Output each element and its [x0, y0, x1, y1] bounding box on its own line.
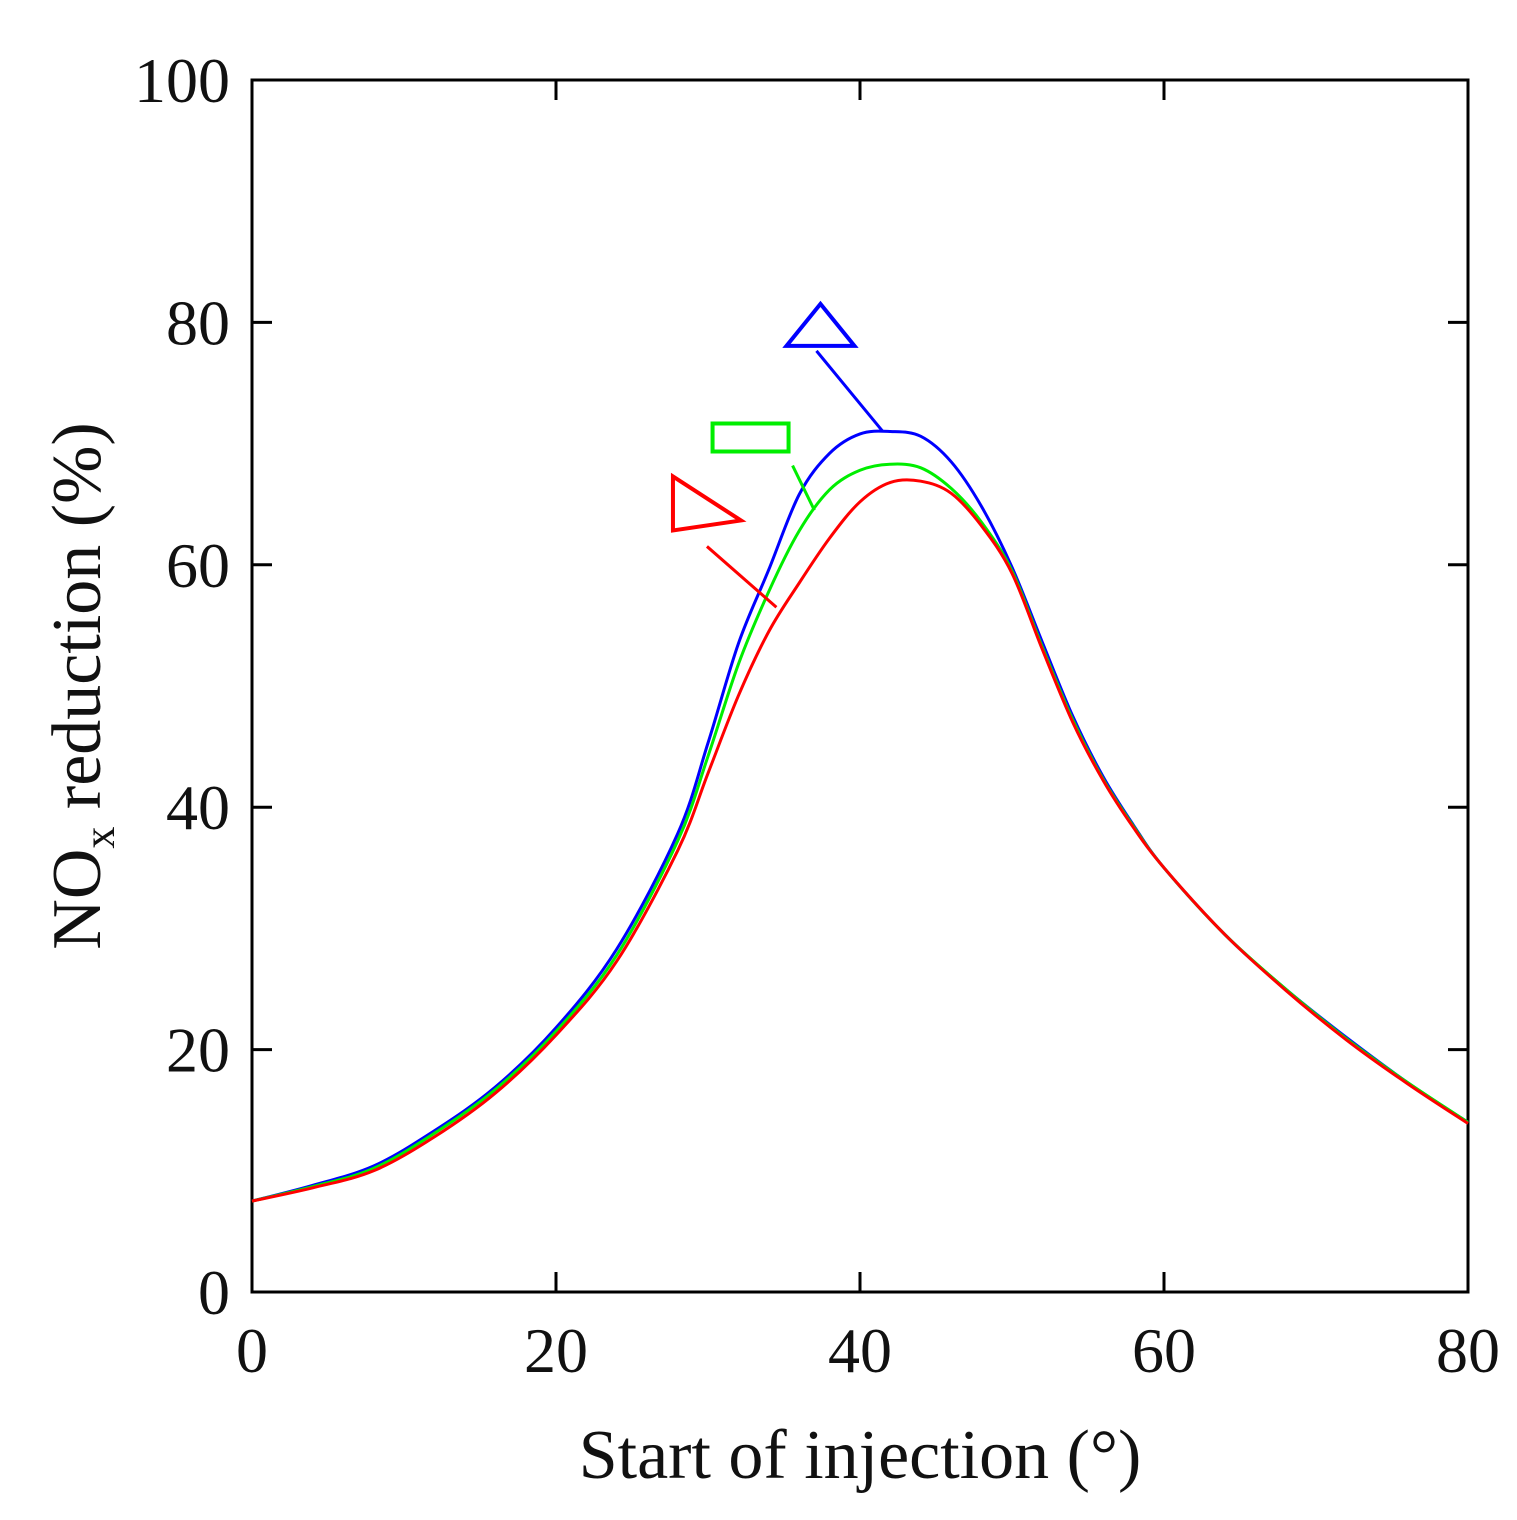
data-point-square-44 — [920, 467, 921, 468]
y-axis-label: NOx reduction (%) — [39, 422, 124, 949]
data-point-triangle-right-44 — [920, 481, 921, 482]
series-line-square — [251, 462, 1469, 1203]
y-tick-label-40: 40 — [166, 772, 230, 843]
data-point-square-30 — [708, 756, 709, 757]
plot-frame — [250, 78, 1470, 1294]
data-point-square-16 — [495, 1089, 496, 1090]
ticks-layer: 0 20 40 60 80 0 20 40 60 80 100 — [134, 45, 1500, 1386]
data-point-triangle-right-54 — [1072, 722, 1073, 723]
data-point-triangle-right-0 — [252, 1201, 253, 1202]
data-point-triangle-up-34 — [768, 569, 769, 570]
y-tick-label-60: 60 — [166, 530, 230, 601]
data-point-triangle-right-56 — [1103, 780, 1104, 781]
data-point-triangle-right-12 — [434, 1136, 435, 1137]
series-leader-triangle-right — [705, 545, 778, 609]
data-point-triangle-right-32 — [738, 695, 739, 696]
data-point-triangle-up-38 — [829, 453, 830, 454]
data-point-triangle-up-48 — [981, 506, 982, 507]
data-point-triangle-up-8 — [373, 1165, 374, 1166]
x-tick-label-40: 40 — [828, 1315, 892, 1386]
series-leader-square — [791, 464, 816, 511]
series-line-triangle-right — [251, 478, 1469, 1203]
data-point-triangle-right-76 — [1407, 1083, 1408, 1084]
data-point-triangle-right-30 — [708, 773, 709, 774]
data-point-triangle-right-72 — [1346, 1039, 1347, 1040]
data-point-square-32 — [738, 664, 739, 665]
data-point-triangle-right-60 — [1164, 867, 1165, 868]
data-point-triangle-right-48 — [981, 526, 982, 527]
data-point-square-42 — [890, 464, 891, 465]
data-point-triangle-up-32 — [738, 643, 739, 644]
data-point-square-40 — [860, 470, 861, 471]
data-point-triangle-up-46 — [951, 461, 952, 462]
data-point-square-28 — [677, 841, 678, 842]
y-tick-label-0: 0 — [198, 1257, 230, 1328]
y-axis-label-rest: reduction (%) — [39, 422, 116, 826]
data-point-triangle-right-42 — [890, 482, 891, 483]
data-point-triangle-right-40 — [860, 501, 861, 502]
data-point-square-24 — [616, 955, 617, 956]
series-line-triangle-up — [251, 429, 1469, 1203]
x-tick-label-80: 80 — [1436, 1315, 1500, 1386]
data-point-triangle-right-36 — [799, 582, 800, 583]
plot-frame-group — [250, 78, 1470, 1294]
data-point-triangle-right-80 — [1468, 1123, 1469, 1124]
data-point-square-34 — [768, 591, 769, 592]
data-point-triangle-right-52 — [1042, 649, 1043, 650]
data-point-triangle-right-46 — [951, 493, 952, 494]
data-point-square-48 — [981, 522, 982, 523]
series-leader-triangle-up — [815, 349, 884, 433]
data-point-triangle-right-58 — [1133, 827, 1134, 828]
data-point-triangle-up-36 — [799, 494, 800, 495]
data-point-triangle-right-24 — [616, 961, 617, 962]
data-point-triangle-up-30 — [708, 742, 709, 743]
data-point-triangle-right-4 — [312, 1187, 313, 1188]
data-point-triangle-right-20 — [556, 1035, 557, 1036]
data-point-triangle-up-12 — [434, 1130, 435, 1131]
y-axis-label-subscript: x — [75, 827, 124, 849]
x-tick-label-60: 60 — [1132, 1315, 1196, 1386]
data-point-triangle-right-34 — [768, 631, 769, 632]
series-marker-triangle-right — [670, 472, 747, 533]
series-layer — [251, 429, 1469, 1203]
data-point-square-12 — [434, 1133, 435, 1134]
x-tick-label-0: 0 — [236, 1315, 268, 1386]
data-point-triangle-right-38 — [829, 538, 830, 539]
data-point-triangle-up-44 — [920, 436, 921, 437]
data-point-triangle-right-50 — [1012, 573, 1013, 574]
data-point-square-20 — [556, 1031, 557, 1032]
data-point-triangle-up-20 — [556, 1027, 557, 1028]
data-point-square-46 — [951, 488, 952, 489]
data-point-square-8 — [373, 1168, 374, 1169]
y-axis-label-main: NO — [39, 849, 116, 950]
data-point-triangle-up-42 — [890, 431, 891, 432]
y-tick-label-80: 80 — [166, 287, 230, 358]
data-point-triangle-right-64 — [1224, 934, 1225, 935]
y-tick-label-20: 20 — [166, 1015, 230, 1086]
data-point-square-36 — [799, 530, 800, 531]
series-label-layer — [670, 300, 884, 609]
data-point-triangle-right-68 — [1285, 990, 1286, 991]
y-tick-label-100: 100 — [134, 45, 230, 116]
data-point-triangle-up-40 — [860, 433, 861, 434]
data-point-triangle-right-28 — [677, 850, 678, 851]
series-marker-triangle-up — [782, 300, 859, 348]
data-point-triangle-right-8 — [373, 1170, 374, 1171]
data-point-triangle-up-24 — [616, 949, 617, 950]
data-point-triangle-up-28 — [677, 833, 678, 834]
series-marker-square — [710, 421, 791, 454]
x-tick-label-20: 20 — [524, 1315, 588, 1386]
data-point-square-38 — [829, 489, 830, 490]
x-axis-label: Start of injection (°) — [579, 1417, 1142, 1494]
data-point-triangle-right-16 — [495, 1093, 496, 1094]
